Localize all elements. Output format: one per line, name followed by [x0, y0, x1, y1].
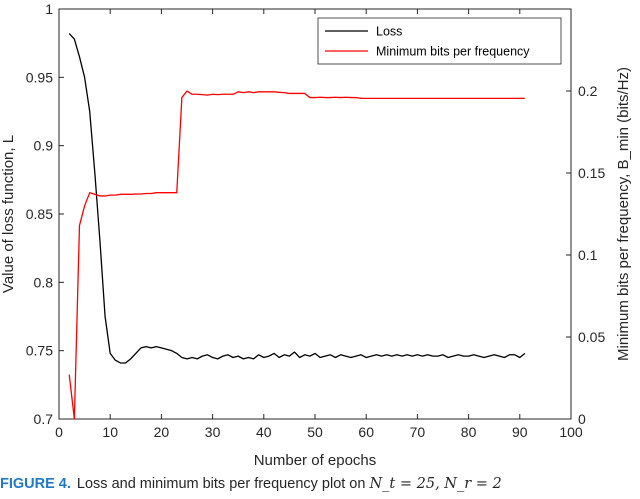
plot-area: [58, 8, 572, 420]
loss-series-line: [68, 33, 526, 364]
x-tick-label: 0: [55, 424, 63, 440]
left-y-tick-label: 0.85: [26, 206, 53, 222]
left-y-tick-label: 1: [45, 1, 53, 17]
right-y-tick-label: 0.1: [578, 247, 598, 263]
x-tick-label: 10: [102, 424, 118, 440]
left-y-axis-label: Value of loss function, L: [0, 135, 17, 293]
legend-label-loss: Loss: [376, 25, 402, 39]
series-layer: [68, 33, 526, 420]
x-tick-label: 90: [512, 424, 528, 440]
x-tick-label: 40: [256, 424, 272, 440]
x-tick-label: 100: [559, 424, 583, 440]
legend: Loss Minimum bits per frequency: [317, 17, 562, 65]
x-tick-label: 30: [205, 424, 221, 440]
dual-axis-line-chart: 0 10 20 30 40 50 60 70 80 90 100 0.70.750.80.850.9…: [0, 1, 632, 469]
right-y-tick-label: 0.05: [578, 329, 605, 345]
left-y-tick-label: 0.8: [34, 274, 54, 290]
right-y-axis-label: Minimum bits per frequency, B_min (bits/…: [615, 67, 632, 361]
x-axis-ticks: 0 10 20 30 40 50 60 70 80 90 100: [55, 9, 583, 440]
x-tick-label: 80: [461, 424, 477, 440]
right-y-tick-label: 0.15: [578, 165, 605, 181]
left-y-tick-label: 0.75: [26, 343, 53, 359]
legend-box: [317, 17, 562, 65]
caption-text: Loss and minimum bits per frequency plot…: [76, 476, 366, 492]
left-y-tick-label: 0.95: [26, 69, 53, 85]
x-tick-label: 60: [358, 424, 374, 440]
left-y-tick-label: 0.7: [34, 411, 54, 427]
caption-math: N_t = 25, N_r = 2: [369, 476, 502, 492]
bits-per-frequency-series-line: [68, 90, 525, 420]
left-y-tick-label: 0.9: [34, 138, 54, 154]
x-tick-label: 70: [410, 424, 426, 440]
figure-caption: FIGURE 4. Loss and minimum bits per frequ…: [0, 476, 640, 499]
right-y-axis-ticks: 0 0.05 0.1 0.15 0.2: [566, 83, 605, 427]
right-y-tick-label: 0.2: [578, 83, 598, 99]
x-tick-label: 50: [307, 424, 323, 440]
x-axis-label: Number of epochs: [254, 452, 377, 469]
left-y-axis-ticks: 0.7 0.75 0.8 0.85 0.9 0.95 1: [26, 1, 64, 427]
x-tick-label: 20: [154, 424, 170, 440]
right-y-tick-label: 0: [578, 411, 586, 427]
legend-label-bits: Minimum bits per frequency: [376, 45, 530, 59]
figure-label: FIGURE 4.: [0, 476, 71, 492]
